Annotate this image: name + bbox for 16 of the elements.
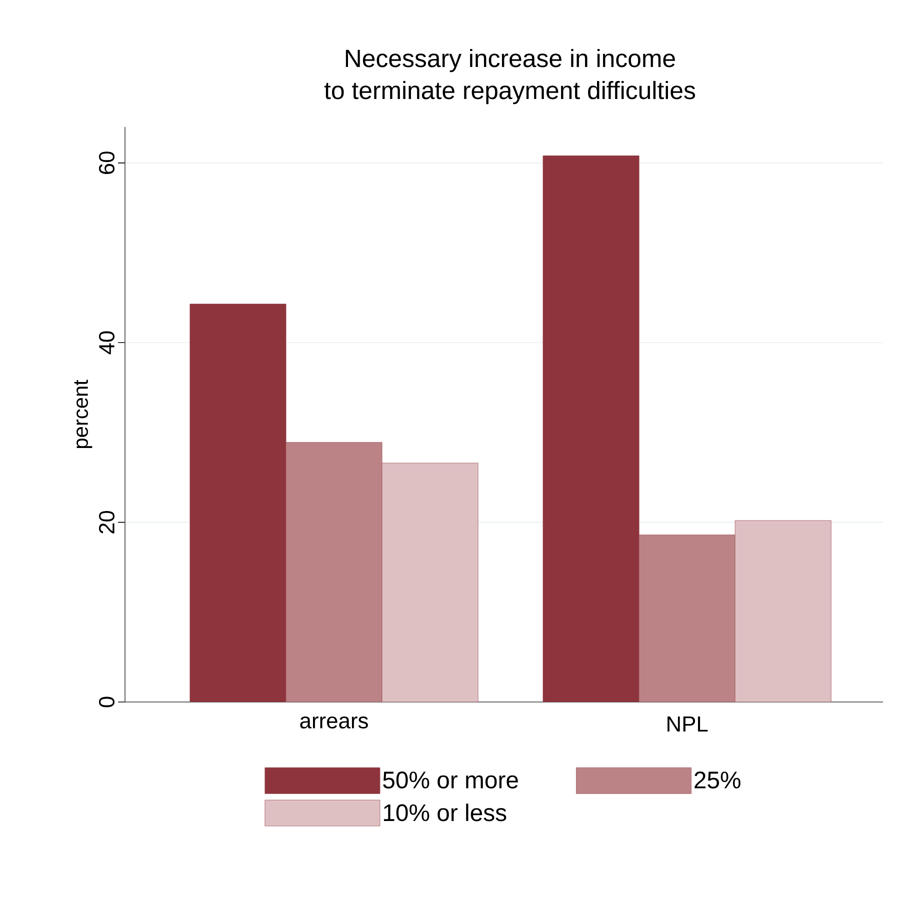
chart-title: Necessary increase in income [346, 48, 675, 72]
x-tick-label: arrears [300, 716, 368, 728]
y-tick-label: 60 [98, 152, 115, 174]
legend-label: 25% [694, 772, 740, 788]
y-axis-title: percent [74, 380, 92, 448]
bar [542, 156, 640, 702]
bar [382, 462, 478, 702]
chart-subtitle: to terminate repayment difficulties [324, 80, 696, 104]
y-tick-label: 40 [98, 331, 115, 354]
y-tick-label: 0 [98, 696, 115, 708]
x-tick-label: NPL [668, 716, 708, 732]
bar [734, 520, 832, 702]
bar [190, 304, 286, 702]
legend-label: 50% or more [383, 772, 518, 788]
legend-label: 10% or less [384, 804, 506, 822]
y-tick-label: 20 [98, 510, 115, 534]
